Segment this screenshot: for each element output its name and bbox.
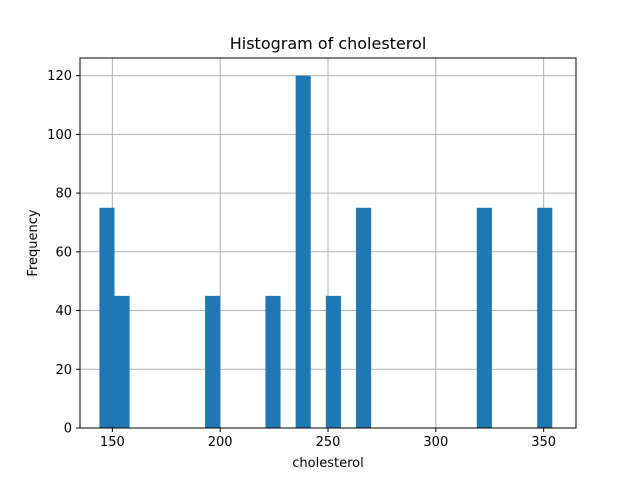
histogram-bar	[205, 295, 221, 428]
histogram-bar	[99, 207, 115, 428]
bars	[99, 75, 553, 428]
y-axis-label: Frequency	[26, 209, 41, 276]
x-tick-label: 200	[208, 435, 233, 450]
y-axis-ticks: 0 20 40 60 80 100 120	[47, 69, 80, 437]
histogram-bar	[295, 75, 311, 428]
x-tick-label: 250	[316, 435, 341, 450]
y-tick-label: 120	[47, 69, 72, 84]
histogram-bar	[356, 207, 372, 428]
histogram-bar	[114, 295, 130, 428]
histogram-bar	[325, 295, 341, 428]
x-tick-label: 350	[531, 435, 556, 450]
x-axis-ticks: 150 200 250 300 350	[100, 428, 556, 450]
histogram-bar	[476, 207, 492, 428]
histogram-bar	[265, 295, 281, 428]
y-tick-label: 100	[47, 128, 72, 143]
y-tick-label: 40	[55, 304, 72, 319]
y-tick-label: 0	[64, 422, 72, 437]
chart-title: Histogram of cholesterol	[230, 34, 427, 53]
histogram-bar	[537, 207, 553, 428]
y-tick-label: 20	[55, 363, 72, 378]
y-tick-label: 80	[55, 187, 72, 202]
x-tick-label: 150	[100, 435, 125, 450]
x-tick-label: 300	[423, 435, 448, 450]
y-tick-label: 60	[55, 245, 72, 260]
x-axis-label: cholesterol	[292, 456, 363, 471]
